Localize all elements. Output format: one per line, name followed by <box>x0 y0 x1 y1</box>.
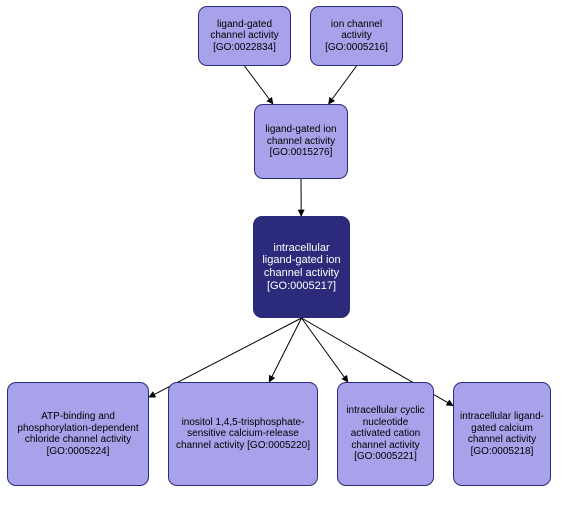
edge <box>269 318 301 382</box>
edge <box>329 66 357 104</box>
edge <box>302 318 348 382</box>
node-go-0022834[interactable]: ligand-gated channel activity [GO:002283… <box>198 6 291 66</box>
node-go-0015276[interactable]: ligand-gated ion channel activity [GO:00… <box>254 104 348 179</box>
edge <box>245 66 273 104</box>
node-go-0005216[interactable]: ion channel activity [GO:0005216] <box>310 6 403 66</box>
node-go-0005218[interactable]: intracellular ligand-gated calcium chann… <box>453 382 551 486</box>
node-go-0005221[interactable]: intracellular cyclic nucleotide activate… <box>337 382 434 486</box>
node-go-0005220[interactable]: inositol 1,4,5-trisphosphate-sensitive c… <box>168 382 318 486</box>
node-go-0005217[interactable]: intracellular ligand-gated ion channel a… <box>253 216 350 318</box>
node-go-0005224[interactable]: ATP-binding and phosphorylation-dependen… <box>7 382 149 486</box>
